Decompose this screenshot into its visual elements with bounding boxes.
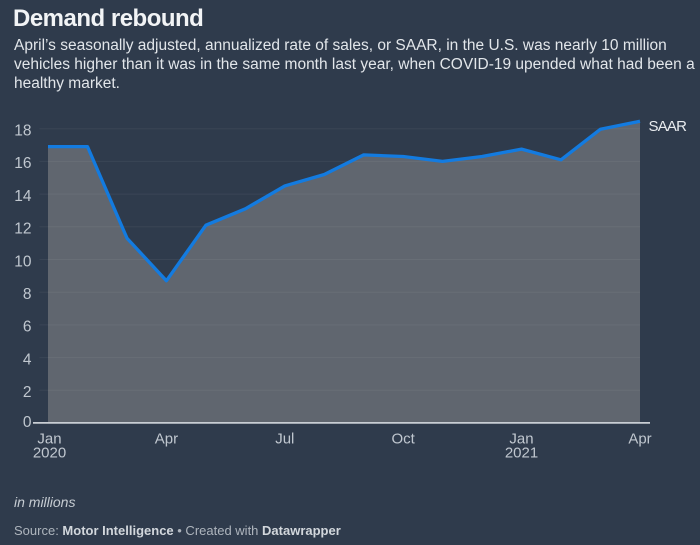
svg-text:12: 12 bbox=[14, 221, 31, 238]
svg-text:10: 10 bbox=[14, 253, 32, 270]
svg-text:Jan: Jan bbox=[509, 430, 533, 447]
svg-text:Jan: Jan bbox=[37, 430, 61, 447]
svg-text:2: 2 bbox=[23, 384, 32, 401]
svg-text:0: 0 bbox=[23, 414, 32, 431]
svg-text:8: 8 bbox=[23, 286, 32, 303]
svg-text:2020: 2020 bbox=[33, 445, 66, 462]
svg-text:Jul: Jul bbox=[275, 430, 294, 447]
svg-text:2021: 2021 bbox=[505, 445, 538, 462]
svg-text:6: 6 bbox=[23, 319, 32, 336]
svg-text:Apr: Apr bbox=[628, 430, 651, 447]
svg-text:4: 4 bbox=[23, 351, 32, 368]
svg-text:14: 14 bbox=[14, 188, 32, 205]
svg-text:Apr: Apr bbox=[155, 430, 178, 447]
svg-text:18: 18 bbox=[14, 123, 31, 140]
svg-text:16: 16 bbox=[14, 155, 31, 172]
svg-text:Oct: Oct bbox=[392, 430, 416, 447]
svg-text:SAAR: SAAR bbox=[649, 118, 688, 135]
